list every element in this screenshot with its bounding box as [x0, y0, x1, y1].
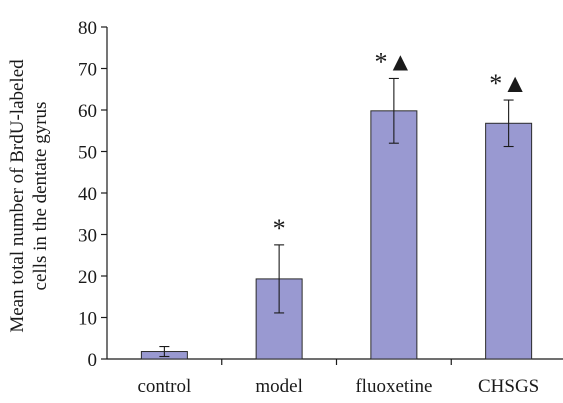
y-axis-label-line-1: Mean total number of BrdU-labeled: [7, 59, 28, 333]
bar: [370, 110, 418, 360]
y-tick-label: 40: [78, 184, 97, 205]
y-axis-label-line-2: cells in the dentate gyrus: [30, 102, 51, 291]
y-tick-label: 20: [78, 267, 97, 288]
x-tick-label: control: [137, 376, 191, 397]
y-tick-label: 60: [78, 101, 97, 122]
x-tick-label: model: [255, 376, 303, 397]
y-tick-label: 50: [78, 143, 97, 164]
significance-marker: *▲: [489, 69, 528, 98]
x-tick-label: CHSGS: [478, 376, 539, 397]
y-tick-label: 70: [78, 60, 97, 81]
bar: [255, 278, 303, 360]
plot-area: 0 10 20 30 40 50 60 70 80 control * model *▲ fluoxeti…: [78, 18, 563, 397]
significance-marker: *▲: [375, 47, 414, 76]
y-tick-label: 30: [78, 226, 97, 247]
y-tick-label: 0: [88, 350, 98, 371]
x-tick-label: fluoxetine: [355, 376, 432, 397]
y-tick-label: 10: [78, 309, 97, 330]
bar: [485, 122, 533, 360]
y-axis-label: Mean total number of BrdU-labeled cells …: [7, 59, 51, 333]
y-tick-label: 80: [78, 18, 97, 39]
significance-marker: *: [273, 214, 286, 243]
